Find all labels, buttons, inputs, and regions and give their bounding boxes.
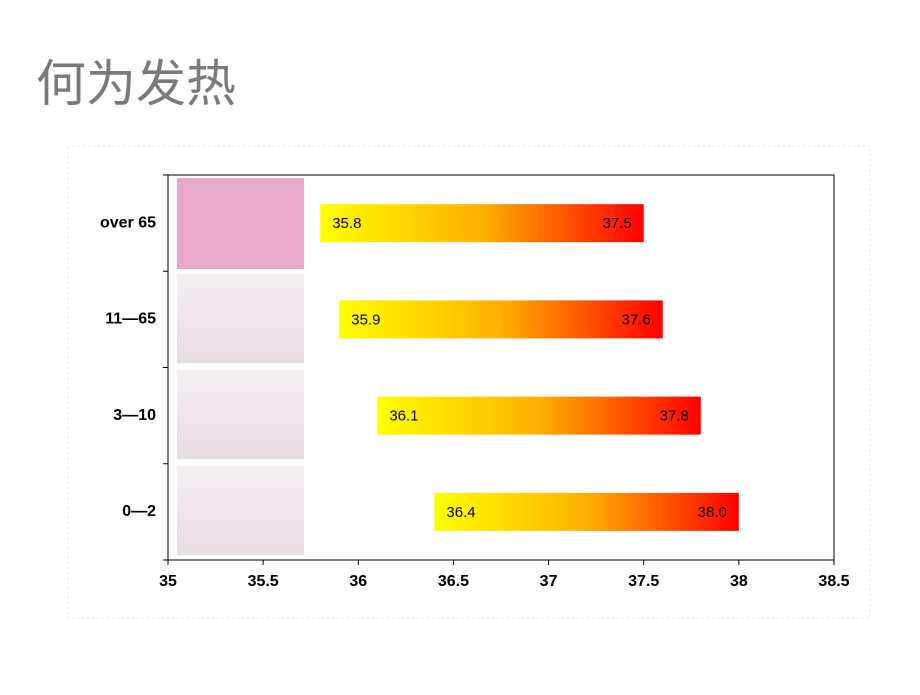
y-tick-label: 3—10 [113, 407, 156, 424]
photo [177, 370, 304, 459]
x-tick-label: 37.5 [628, 573, 659, 590]
y-tick-label: 11—65 [105, 311, 156, 328]
low-label: 36.4 [446, 504, 475, 521]
photo [177, 178, 304, 269]
bar [339, 300, 663, 339]
x-tick-label: 37 [540, 573, 558, 590]
photo [177, 466, 304, 555]
chart-frame [67, 145, 871, 619]
low-label: 36.1 [389, 408, 418, 425]
high-label: 37.5 [603, 215, 632, 232]
y-tick-label: over 65 [100, 214, 156, 231]
slide-title: 何为发热 [36, 56, 236, 112]
bar [434, 492, 739, 531]
low-label: 35.9 [351, 311, 380, 328]
low-label: 35.8 [332, 215, 361, 232]
high-label: 37.6 [622, 311, 651, 328]
bar [320, 204, 644, 243]
high-label: 38.0 [698, 504, 727, 521]
x-tick-label: 38.5 [818, 573, 849, 590]
photo [177, 274, 304, 363]
high-label: 37.8 [660, 408, 689, 425]
x-tick-label: 35 [159, 573, 177, 590]
x-tick-label: 35.5 [248, 573, 279, 590]
y-tick-label: 0—2 [122, 503, 156, 520]
x-tick-label: 38 [730, 573, 748, 590]
x-tick-label: 36.5 [438, 573, 469, 590]
x-tick-label: 36 [349, 573, 367, 590]
bar [377, 396, 701, 435]
